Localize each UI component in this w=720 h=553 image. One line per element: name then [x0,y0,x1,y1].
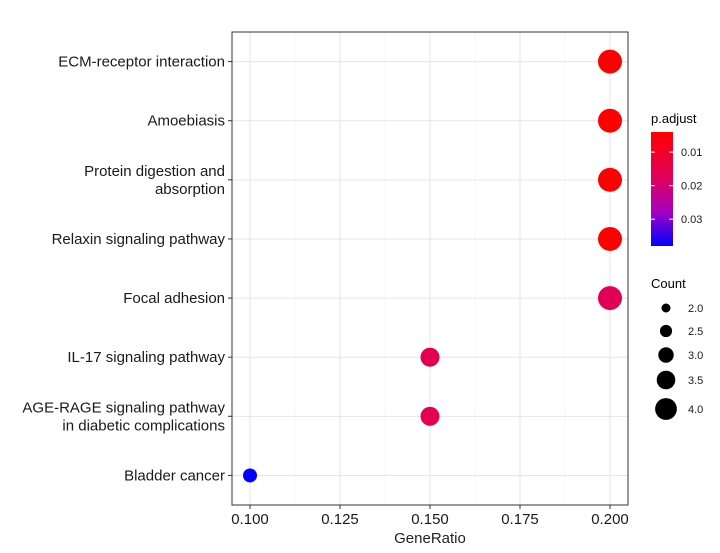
color-legend-tick-label: 0.03 [681,214,702,226]
data-point [420,347,440,367]
data-point [598,49,622,74]
size-legend-label: 2.0 [688,303,703,315]
y-tick-label: Bladder cancer [124,467,225,484]
size-legend-key [656,370,676,390]
x-tick-label: 0.125 [321,511,359,528]
color-legend-tick-label: 0.01 [681,147,702,159]
color-legend-gradient-bar [651,132,673,246]
data-point [598,167,622,192]
size-legend-label: 2.5 [688,326,703,338]
y-tick-label: Protein digestion and absorption [84,163,225,198]
size-legend: Count 2.0 2.5 3.0 3.5 4.0 [651,276,703,420]
size-legend-key [659,324,673,338]
data-point [420,406,440,426]
size-legend-label: 3.0 [688,350,703,362]
size-legend-label: 4.0 [688,404,703,416]
y-axis: ECM-receptor interaction Amoebiasis Protei… [22,54,232,484]
y-tick-label: Amoebiasis [147,113,225,130]
size-legend-title: Count [651,276,686,291]
y-tick-label: Focal adhesion [123,290,225,307]
size-legend-key [658,347,674,363]
color-legend-tick-label: 0.02 [681,181,702,193]
x-axis: GeneRatio 0.100 0.125 0.150 0.175 0.200 [231,505,629,547]
x-tick-label: 0.200 [591,511,629,528]
y-tick-label: Relaxin signaling pathway [52,231,226,248]
y-tick-label: ECM-receptor interaction [58,54,225,71]
x-tick-label: 0.150 [411,511,449,528]
size-legend-key [661,303,671,313]
color-legend: p.adjust 0.01 0.02 0.03 [651,111,702,246]
data-point [598,226,622,251]
data-point [598,108,622,133]
y-tick-label: AGE-RAGE signaling pathway in diabetic co… [22,399,225,434]
x-tick-label: 0.175 [501,511,539,528]
x-tick-label: 0.100 [231,511,269,528]
x-axis-title: GeneRatio [394,530,466,547]
size-legend-label: 3.5 [688,375,703,387]
size-legend-key [655,398,677,420]
plot-panel [231,31,629,506]
data-point [243,468,257,483]
color-legend-title: p.adjust [651,111,697,126]
y-tick-label: IL-17 signaling pathway [67,349,225,366]
data-point [598,286,622,311]
